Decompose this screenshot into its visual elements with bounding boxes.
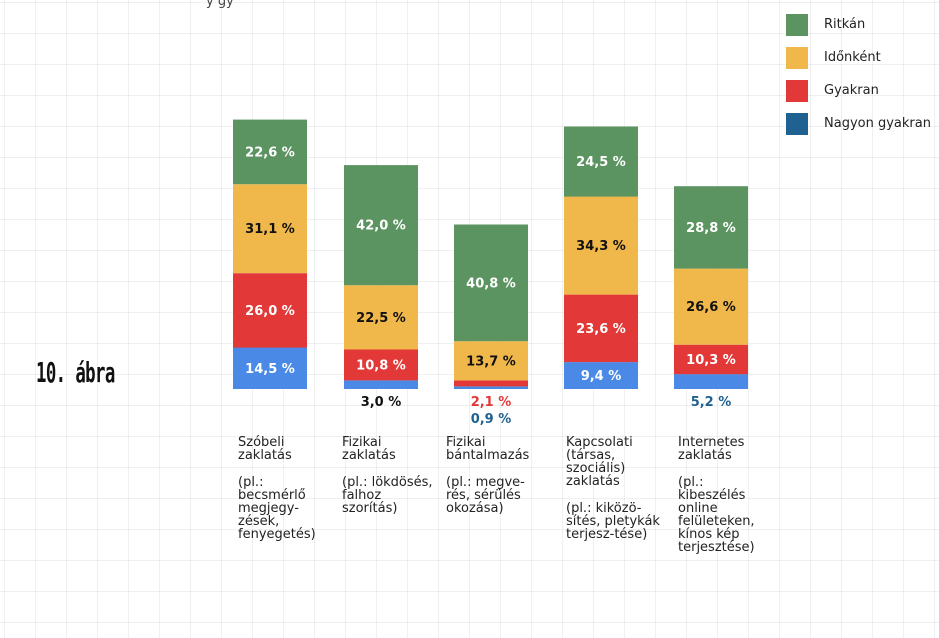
category-label-fizikai-bantalmazas: Fizikai bántalmazás (pl.: megve-rés, sér… [446, 436, 542, 515]
data-label-nagyon-gyakran: 14,5 % [245, 362, 295, 377]
data-label-idonkent: 34,3 % [576, 239, 626, 254]
bar-segment-ritkan [564, 126, 638, 197]
data-label-ritkan: 42,0 % [356, 219, 406, 234]
bar-segment-nagyon-gyakran [233, 347, 307, 389]
data-label-gyakran: 2,1 % [471, 395, 512, 410]
category-name: Kapcsolati (társas, szociális) zaklatás [566, 435, 633, 489]
bar-segment-gyakran [344, 349, 418, 381]
legend-item-nagyon-gyakran: Nagyon gyakran [786, 113, 939, 135]
category-label-kapcsolati: Kapcsolati (társas, szociális) zaklatás … [566, 436, 662, 541]
category-label-internetes: Internetes zaklatás (pl.: kibeszélés onl… [678, 436, 774, 554]
legend-label: Ritkán [824, 17, 866, 32]
cropped-title-fragment: y gy [206, 0, 234, 9]
category-name: Internetes zaklatás [678, 435, 745, 463]
bar-segment-ritkan [674, 186, 748, 269]
category-note: (pl.: kiközö-sítés, pletykák terjesz-tés… [566, 501, 660, 542]
data-label-idonkent: 26,6 % [686, 300, 736, 315]
legend-swatch [786, 113, 808, 135]
data-label-nagyon-gyakran: 3,0 % [361, 395, 402, 410]
data-label-ritkan: 24,5 % [576, 155, 626, 170]
bar-segment-gyakran [674, 344, 748, 375]
data-label-gyakran: 10,3 % [686, 353, 736, 368]
legend-label: Nagyon gyakran [824, 116, 931, 131]
bar-segment-gyakran [233, 273, 307, 348]
legend-item-idonkent: Időnként [786, 47, 939, 69]
legend-swatch [786, 80, 808, 102]
legend-label: Időnként [824, 50, 881, 65]
category-note: (pl.: kibeszélés online felületeken, kín… [678, 475, 755, 555]
data-label-idonkent: 22,5 % [356, 311, 406, 326]
data-label-gyakran: 23,6 % [576, 322, 626, 337]
bar-segment-idonkent [454, 341, 528, 381]
bar-segment-idonkent [674, 268, 748, 345]
category-name: Szóbeli zaklatás [238, 435, 292, 463]
data-label-ritkan: 40,8 % [466, 276, 516, 291]
figure-label: 10. ábra [36, 356, 115, 389]
category-label-fizikai-zaklatas: Fizikai zaklatás (pl.: lökdösés, falhoz … [342, 436, 438, 515]
bar-segment-idonkent [233, 184, 307, 274]
data-label-gyakran: 26,0 % [245, 304, 295, 319]
bar-segment-gyakran [564, 294, 638, 363]
bar-segment-idonkent [344, 285, 418, 350]
data-label-idonkent: 13,7 % [466, 354, 516, 369]
data-label-ritkan: 28,8 % [686, 221, 736, 236]
bar-segment-nagyon-gyakran [564, 362, 638, 389]
category-note: (pl.: becsmérlő megjegy-zések, fenyegeté… [238, 475, 316, 542]
category-label-szobeli: Szóbeli zaklatás (pl.: becsmérlő megjegy… [238, 436, 334, 541]
bar-segment-nagyon-gyakran [454, 386, 528, 389]
bar-segment-ritkan [344, 165, 418, 286]
bar-segment-ritkan [233, 119, 307, 185]
data-label-nagyon-gyakran: 0,9 % [471, 412, 512, 427]
category-name: Fizikai zaklatás [342, 435, 396, 463]
category-name: Fizikai bántalmazás [446, 435, 530, 463]
legend-item-gyakran: Gyakran [786, 80, 939, 102]
data-label-gyakran: 10,8 % [356, 359, 406, 374]
legend-swatch [786, 14, 808, 36]
bar-segment-nagyon-gyakran [344, 380, 418, 389]
bar-segment-idonkent [564, 196, 638, 295]
data-label-nagyon-gyakran: 9,4 % [581, 369, 622, 384]
bar-segment-ritkan [454, 224, 528, 342]
legend-item-ritkan: Ritkán [786, 14, 939, 36]
category-note: (pl.: megve-rés, sérülés okozása) [446, 475, 525, 516]
legend-swatch [786, 47, 808, 69]
bar-segment-gyakran [454, 380, 528, 387]
bar-segment-nagyon-gyakran [674, 374, 748, 389]
category-note: (pl.: lökdösés, falhoz szorítás) [342, 475, 433, 516]
data-label-nagyon-gyakran: 5,2 % [691, 395, 732, 410]
data-label-ritkan: 22,6 % [245, 145, 295, 160]
legend-label: Gyakran [824, 83, 879, 98]
data-label-idonkent: 31,1 % [245, 222, 295, 237]
